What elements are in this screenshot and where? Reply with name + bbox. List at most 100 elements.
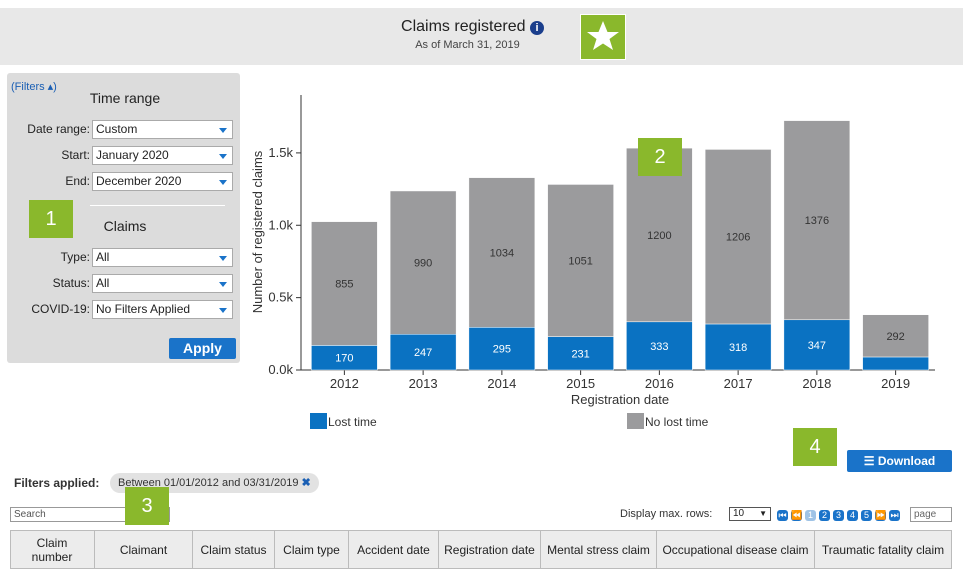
data-label: 231 bbox=[571, 348, 589, 360]
data-label: 1051 bbox=[568, 256, 592, 268]
select[interactable]: January 2020 bbox=[92, 146, 233, 165]
field-label: Status: bbox=[52, 276, 90, 290]
page-number[interactable]: 5 bbox=[861, 510, 872, 521]
bar-segment bbox=[389, 190, 457, 335]
subtitle: As of March 31, 2019 bbox=[415, 39, 520, 51]
marker: 2 bbox=[638, 138, 682, 176]
select[interactable]: Custom bbox=[92, 120, 233, 139]
info-icon[interactable]: i bbox=[529, 21, 544, 35]
y-tick-label: 0.0k bbox=[268, 362, 293, 377]
column-header[interactable]: Registration date bbox=[439, 531, 541, 569]
data-label: 1034 bbox=[490, 247, 514, 259]
column-header[interactable]: Occupational disease claim bbox=[657, 531, 815, 569]
data-label: 318 bbox=[729, 342, 747, 354]
pager-nav[interactable]: ⏩ bbox=[875, 510, 887, 521]
page-number[interactable]: 1 bbox=[805, 510, 816, 521]
select[interactable]: December 2020 bbox=[92, 172, 233, 191]
data-label: 295 bbox=[493, 344, 511, 356]
pager-nav[interactable]: ⏮ bbox=[777, 510, 788, 521]
field-label: COVID-19: bbox=[31, 302, 90, 316]
field-label: End: bbox=[65, 174, 90, 188]
title: Claims registered i bbox=[380, 18, 565, 36]
star-icon bbox=[587, 21, 619, 50]
legend-swatch bbox=[627, 413, 644, 429]
legend-label: Lost time bbox=[328, 415, 377, 429]
download-button[interactable]: ☰ Download bbox=[847, 450, 952, 472]
x-tick-label: 2013 bbox=[409, 376, 438, 391]
divider bbox=[90, 205, 225, 206]
bar-segment bbox=[468, 327, 536, 371]
page-number[interactable]: 2 bbox=[819, 510, 830, 521]
marker: 3 bbox=[125, 487, 169, 525]
data-label: 247 bbox=[414, 347, 432, 359]
bar-segment bbox=[704, 323, 772, 371]
star-button[interactable] bbox=[580, 14, 626, 60]
filters-toggle[interactable]: (Filters ▴) bbox=[11, 81, 57, 93]
pager-nav[interactable]: ⏭ bbox=[889, 510, 900, 521]
column-header[interactable]: Claim status bbox=[193, 531, 275, 569]
x-tick-label: 2015 bbox=[566, 376, 595, 391]
bar-segment bbox=[704, 149, 772, 325]
page-number[interactable]: 3 bbox=[833, 510, 844, 521]
bar-segment bbox=[311, 221, 378, 346]
column-header[interactable]: Traumatic fatality claim bbox=[815, 531, 952, 569]
x-tick-label: 2017 bbox=[724, 376, 753, 391]
column-header[interactable]: Accident date bbox=[349, 531, 439, 569]
data-label: 990 bbox=[414, 258, 432, 270]
search-input[interactable]: Search bbox=[10, 507, 170, 522]
bar-segment bbox=[547, 336, 614, 371]
column-header[interactable]: Claim number bbox=[10, 531, 95, 569]
pager-nav[interactable]: ⏪ bbox=[791, 510, 803, 521]
column-header[interactable]: Claim type bbox=[275, 531, 349, 569]
bar-segment bbox=[626, 321, 693, 371]
data-label: 1376 bbox=[805, 215, 829, 227]
title-text: Claims registered bbox=[401, 18, 526, 35]
field-label: Start: bbox=[61, 148, 90, 162]
header-band bbox=[0, 8, 963, 65]
select[interactable]: All bbox=[92, 248, 233, 267]
y-tick-label: 0.5k bbox=[268, 290, 293, 305]
section-heading: Time range bbox=[89, 90, 161, 106]
marker: 1 bbox=[29, 200, 73, 238]
page-number[interactable]: 4 bbox=[847, 510, 858, 521]
bar-segment bbox=[311, 345, 378, 371]
page-input[interactable]: page bbox=[910, 507, 952, 522]
chip-text: Between 01/01/2012 and 03/31/2019 bbox=[118, 477, 299, 489]
legend-label: No lost time bbox=[645, 415, 709, 429]
rows-label: Display max. rows: bbox=[620, 508, 713, 520]
data-label: 1200 bbox=[647, 230, 671, 242]
bar-segment bbox=[468, 177, 536, 328]
x-tick-label: 2014 bbox=[487, 376, 516, 391]
bar-segment bbox=[783, 319, 851, 371]
field-label: Type: bbox=[60, 250, 90, 264]
x-tick-label: 2012 bbox=[330, 376, 359, 391]
bar-segment bbox=[862, 314, 929, 358]
x-tick-label: 2016 bbox=[645, 376, 674, 391]
bar-segment bbox=[389, 334, 457, 371]
column-header[interactable]: Claimant bbox=[95, 531, 193, 569]
section-heading: Claims bbox=[103, 218, 147, 234]
bar-segment bbox=[547, 184, 614, 337]
filter-chip[interactable]: Between 01/01/2012 and 03/31/2019 ✖ bbox=[110, 473, 319, 493]
column-header[interactable]: Mental stress claim bbox=[541, 531, 657, 569]
download-text: Download bbox=[877, 454, 936, 468]
apply-button[interactable]: Apply bbox=[169, 338, 236, 359]
legend-swatch bbox=[310, 413, 327, 429]
rows-value: 10 bbox=[733, 508, 745, 519]
rows-select[interactable]: 10 ▼ bbox=[729, 507, 771, 521]
bar-segment bbox=[783, 120, 851, 321]
bar-segment bbox=[862, 356, 929, 371]
field-label: Date range: bbox=[27, 122, 90, 136]
x-tick-label: 2019 bbox=[881, 376, 910, 391]
data-label: 292 bbox=[886, 331, 904, 343]
applied-label: Filters applied: bbox=[14, 476, 100, 490]
select[interactable]: No Filters Applied bbox=[92, 300, 233, 319]
y-tick-label: 1.0k bbox=[268, 217, 293, 232]
data-label: 333 bbox=[650, 341, 668, 353]
select[interactable]: All bbox=[92, 274, 233, 293]
table-header bbox=[10, 530, 952, 569]
y-tick-label: 1.5k bbox=[268, 145, 293, 160]
data-label: 855 bbox=[335, 279, 353, 291]
